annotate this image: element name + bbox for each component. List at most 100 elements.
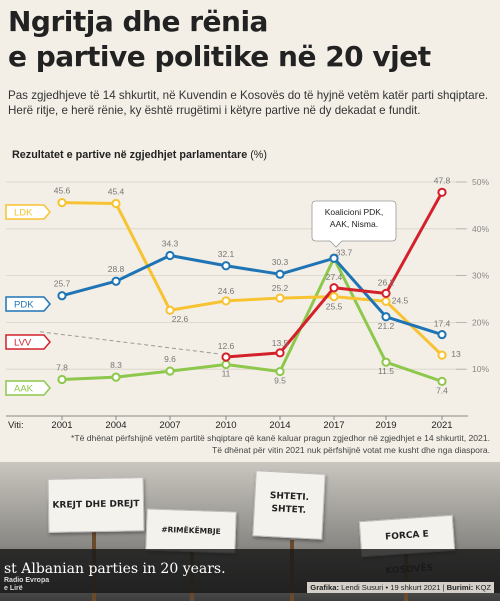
data-label-ldk: 22.6 (172, 314, 189, 324)
data-point-aak (57, 374, 67, 385)
credit-grafika-label: Grafika: (310, 583, 339, 592)
data-point-ldk (275, 293, 285, 303)
data-label-pdk: 28.8 (108, 264, 125, 274)
data-label-pdk: 32.1 (218, 249, 235, 259)
legend-tag-label: AAK (14, 384, 34, 395)
rfe-logo: Radio Evropa e Lirë (4, 577, 49, 593)
title-line-1: Ngritja dhe rënia (8, 5, 268, 38)
data-label-ldk: 24.5 (392, 295, 409, 305)
footnote-line-2: Të dhënat për vitin 2021 nuk përfshijnë … (211, 445, 490, 455)
line-chart: 10% 20% 30% 40% 50% Viti: 2001 2004 2007 2010 2014… (5, 175, 489, 430)
legend-tag-ldk: LDK (5, 204, 51, 220)
data-label-aak: 11.5 (378, 366, 394, 376)
x-axis-prefix: Viti: (8, 420, 24, 430)
x-tick-label: 2004 (105, 420, 126, 430)
data-point-pdk (165, 250, 175, 261)
footnote-line-1: *Të dhënat përfshijnë vetëm partitë shqi… (71, 433, 490, 443)
legend-tag-shape (5, 204, 51, 220)
chart-label-unit: (%) (250, 149, 267, 161)
y-tick-label: 10% (472, 364, 489, 374)
data-point-pdk (221, 261, 231, 271)
data-label-lvv: 27.4 (326, 272, 343, 282)
x-tick-label: 2014 (269, 420, 290, 430)
data-label-lvv: 47.8 (434, 175, 451, 185)
data-label-lvv: 26.2 (378, 277, 395, 287)
logo-line-1: Radio Evropa (4, 577, 50, 584)
data-label-aak: 7.4 (436, 385, 448, 395)
data-label-lvv: 13.5 (272, 338, 289, 348)
photo-caption: st Albanian parties in 20 years. (4, 561, 226, 577)
data-label-aak: 8.3 (110, 360, 122, 370)
data-label-pdk: 34.3 (162, 238, 179, 248)
credit-grafika-value: Lendi Susuri (341, 583, 384, 592)
series-line-pdk (61, 253, 443, 336)
protest-sign: SHTETI. SHTET. (252, 470, 326, 540)
coalition-annotation: Koalicioni PDK, AAK, Nisma. (311, 200, 397, 248)
data-label-pdk: 25.7 (54, 279, 71, 289)
data-point-aak (165, 366, 175, 376)
data-point-pdk (329, 253, 339, 263)
protest-sign: KREJT DHE DREJT (47, 477, 145, 533)
data-point-ldk (111, 198, 121, 209)
series-line-aak (61, 256, 443, 383)
data-point-aak (381, 357, 391, 367)
data-point-aak (111, 372, 121, 382)
credit-date: 19 shkurt 2021 (390, 583, 441, 592)
data-label-aak: 7.8 (56, 362, 68, 372)
data-label-ldk: 24.6 (218, 286, 235, 296)
legend-tag-shape (5, 334, 51, 350)
protest-sign: #RIMËKËMBJE (145, 508, 237, 554)
credit-burimi-value: KQZ (475, 583, 491, 592)
annotation-line: AAK, Nisma. (330, 219, 378, 229)
x-tick-label: 2001 (51, 420, 72, 430)
data-point-pdk (437, 329, 447, 340)
data-point-lvv (221, 352, 231, 362)
data-point-ldk (381, 296, 391, 306)
x-tick-label: 2019 (375, 420, 396, 430)
chart-label: Rezultatet e partive në zgjedhjet parlam… (12, 149, 267, 161)
data-point-aak (221, 359, 231, 370)
legend-tag-label: LDK (14, 208, 33, 219)
legend-tag-lvv: LVV (5, 334, 51, 350)
data-label-pdk: 21.2 (378, 321, 395, 331)
legend-tag-shape (5, 380, 51, 396)
lvv-dashed-line (39, 331, 221, 355)
annotation-line: Koalicioni PDK, (325, 207, 384, 217)
legend-tag-pdk: PDK (5, 296, 51, 312)
annotation-box (311, 200, 397, 248)
x-tick-label: 2017 (323, 420, 344, 430)
data-point-ldk (57, 197, 67, 208)
legend-tag-label: PDK (14, 300, 34, 311)
data-point-lvv (275, 348, 285, 358)
page-title: Ngritja dhe rënia e partive politike në … (8, 4, 431, 74)
y-tick-label: 30% (472, 271, 489, 281)
data-point-pdk (275, 269, 285, 279)
data-label-ldk: 45.6 (54, 186, 71, 196)
data-label-lvv: 12.6 (218, 341, 235, 351)
x-tick-label: 2021 (431, 420, 452, 430)
data-label-pdk: 33.7 (336, 247, 353, 257)
data-point-lvv (381, 288, 391, 298)
data-point-pdk (57, 291, 67, 301)
data-label-aak: 9.5 (274, 376, 286, 386)
data-label-aak: 11 (222, 369, 231, 379)
data-point-pdk (111, 276, 121, 286)
data-label-ldk: 25.5 (326, 302, 343, 312)
data-point-aak (437, 376, 447, 386)
data-point-aak (275, 366, 285, 377)
data-label-ldk: 45.4 (108, 187, 125, 197)
data-point-lvv (437, 187, 447, 197)
legend-tag-aak: AAK (5, 380, 51, 396)
x-tick-label: 2010 (215, 420, 236, 430)
y-tick-label: 20% (472, 317, 489, 327)
data-label-ldk: 13 (451, 349, 461, 359)
data-label-pdk: 30.3 (272, 257, 289, 267)
data-label-pdk: 17.4 (434, 319, 451, 329)
credit-line: Grafika: Lendi Susuri • 19 shkurt 2021 |… (307, 582, 494, 593)
data-label-aak: 9.6 (164, 354, 176, 364)
chart-label-main: Rezultatet e partive në zgjedhjet parlam… (12, 149, 248, 161)
title-line-2: e partive politike në 20 vjet (8, 40, 431, 73)
data-label-ldk: 25.2 (272, 283, 289, 293)
data-point-ldk (437, 350, 447, 360)
legend-tag-shape (5, 296, 51, 312)
